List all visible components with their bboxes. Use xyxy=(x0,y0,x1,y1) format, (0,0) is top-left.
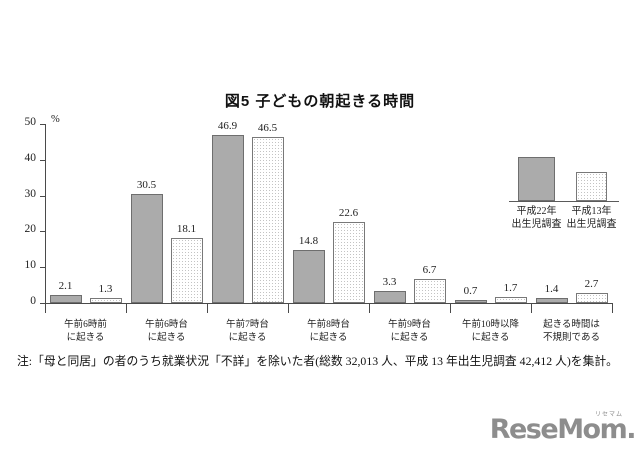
bar xyxy=(130,194,163,303)
bar xyxy=(535,298,568,303)
y-tick-mark xyxy=(40,231,45,233)
category-label: 午前7時台 に起きる xyxy=(226,320,269,343)
x-axis-line xyxy=(45,303,612,304)
bar-value-label: 30.5 xyxy=(136,179,157,191)
y-tick-label: 0 xyxy=(30,295,36,307)
x-tick-mark xyxy=(288,303,289,313)
category-label: 午前6時台 に起きる xyxy=(145,320,188,343)
legend-item: 平成22年 出生児調査 xyxy=(509,155,564,231)
legend-label: 平成22年 出生児調査 xyxy=(511,206,562,230)
y-tick-label: 40 xyxy=(24,151,37,164)
y-tick-label: 30 xyxy=(24,187,37,200)
chart-title: 図5 子どもの朝起きる時間 xyxy=(224,93,416,110)
bar-value-label: 18.1 xyxy=(176,223,197,235)
bar xyxy=(413,279,446,303)
bar-value-label: 1.4 xyxy=(544,283,559,295)
y-tick-mark xyxy=(40,303,45,304)
bar xyxy=(211,135,244,303)
bar-value-label: 3.3 xyxy=(382,276,397,288)
bar xyxy=(170,238,203,303)
legend-item: 平成13年 出生児調査 xyxy=(564,155,619,231)
y-tick-label: 50 xyxy=(24,116,37,128)
bar xyxy=(292,250,325,303)
bar-value-label: 6.7 xyxy=(422,264,437,276)
bar-value-label: 14.8 xyxy=(298,235,319,247)
x-tick-mark xyxy=(45,303,46,313)
chart-legend: 平成22年 出生児調査 平成13年 出生児調査 xyxy=(509,155,621,231)
x-tick-mark xyxy=(450,303,451,313)
y-tick-mark xyxy=(40,124,45,125)
x-tick-mark xyxy=(207,303,208,313)
y-tick-mark xyxy=(40,267,45,269)
legend-swatch-baseline xyxy=(509,155,564,202)
bar-value-label: 22.6 xyxy=(338,207,359,219)
category-label: 午前10時以降 に起きる xyxy=(461,320,519,343)
legend-swatch xyxy=(518,157,555,201)
bar-value-label: 46.5 xyxy=(257,122,278,134)
bar xyxy=(251,137,284,303)
y-tick-mark xyxy=(40,195,45,197)
category-label: 起きる時間は 不規則である xyxy=(543,320,600,343)
legend-swatch-baseline xyxy=(564,155,619,202)
x-tick-mark xyxy=(369,303,370,313)
bar-value-label: 0.7 xyxy=(463,285,478,297)
bar xyxy=(89,298,122,303)
x-tick-mark xyxy=(531,303,532,313)
legend-label: 平成13年 出生児調査 xyxy=(566,206,617,230)
bar xyxy=(332,222,365,303)
resemom-logo: リセマム ReseMom. xyxy=(489,412,637,445)
y-axis-unit-label: % xyxy=(51,114,60,125)
x-tick-mark xyxy=(126,303,127,313)
bar xyxy=(454,300,487,303)
category-label: 午前9時台 に起きる xyxy=(388,320,431,343)
logo-text: ReseMom. xyxy=(489,414,637,445)
category-label: 午前8時台 に起きる xyxy=(307,320,350,343)
bar-value-label: 2.1 xyxy=(58,280,73,292)
x-tick-mark xyxy=(612,303,613,313)
bar-value-label: 46.9 xyxy=(217,120,238,132)
category-label: 午前6時前 に起きる xyxy=(64,320,107,343)
bar xyxy=(575,293,608,303)
legend-swatch xyxy=(576,172,607,201)
y-axis-line xyxy=(45,124,46,304)
footnote: 注:「母と同居」の者のうち就業状況「不詳」を除いた者(総数 32,013 人、平… xyxy=(17,354,618,368)
bar-value-label: 1.7 xyxy=(503,282,518,294)
bar xyxy=(49,295,82,303)
y-tick-label: 10 xyxy=(24,259,37,272)
bar-value-label: 2.7 xyxy=(584,278,599,290)
bar xyxy=(373,291,406,303)
logo-ruby-text: リセマム xyxy=(594,411,623,418)
y-tick-mark xyxy=(40,159,45,161)
y-tick-label: 20 xyxy=(24,223,37,236)
bar xyxy=(494,297,527,303)
bar-value-label: 1.3 xyxy=(98,283,113,295)
